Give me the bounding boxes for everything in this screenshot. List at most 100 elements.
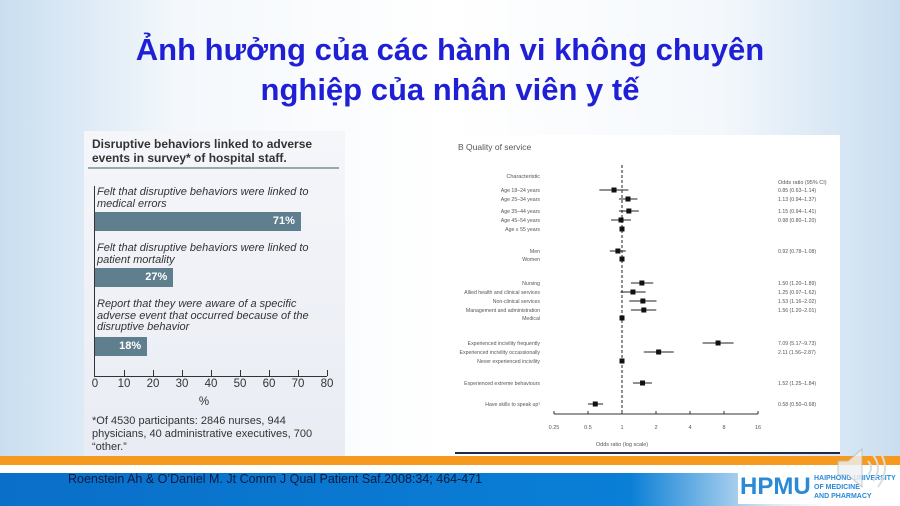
x-tick-label: 80 <box>320 378 334 390</box>
x-tick <box>298 370 299 376</box>
odds-ratio-value: 1.56 (1.20–2.01) <box>778 308 816 314</box>
x-tick-label: 0 <box>91 378 99 390</box>
row-label: Medical <box>522 316 540 322</box>
row-label: Women <box>522 257 540 263</box>
x-tick <box>182 370 183 376</box>
point-estimate <box>630 289 636 295</box>
point-estimate <box>640 298 646 304</box>
bar-2: 27% <box>95 268 174 287</box>
row-label: Age 18–24 years <box>501 188 541 194</box>
bar-3: 18% <box>95 337 148 356</box>
x-tick <box>211 370 212 376</box>
title-line-2: nghiệp của nhân viên y tế <box>260 72 640 107</box>
point-estimate <box>639 280 645 286</box>
x-tick <box>153 370 154 376</box>
point-estimate <box>619 256 625 262</box>
footnote: *Of 4530 participants: 2846 nurses, 944 … <box>92 415 313 453</box>
odds-ratio-value: 1.52 (1.25–1.84) <box>778 381 816 387</box>
forest-x-tick-label: 2 <box>654 425 657 431</box>
odds-ratio-value: 1.50 (1.20–1.89) <box>778 281 816 287</box>
row-label: Nursing <box>522 281 540 287</box>
odds-ratio-value: 2.11 (1.56–2.87) <box>778 350 816 356</box>
x-tick-label: 30 <box>175 378 189 390</box>
y-axis-line <box>94 186 95 377</box>
row-label: Experienced extreme behaviours <box>464 381 540 387</box>
x-tick <box>124 370 125 376</box>
point-estimate <box>592 401 598 407</box>
odds-ratio-value: 0.58 (0.50–0.68) <box>778 402 816 408</box>
x-tick-label: 20 <box>146 378 160 390</box>
forest-x-tick-label: 8 <box>722 425 725 431</box>
row-label: Men <box>530 249 540 255</box>
row-label: Age ≥ 55 years <box>505 227 540 233</box>
point-estimate <box>656 349 662 355</box>
point-estimate <box>626 208 632 214</box>
speaker-icon[interactable] <box>832 443 888 493</box>
characteristic-header: Characteristic <box>506 174 540 180</box>
white-stripe <box>0 465 900 473</box>
point-estimate <box>625 196 631 202</box>
x-axis-label: % <box>198 396 210 408</box>
bar-chart-title: Disruptive behaviors linked to adverse e… <box>92 137 313 165</box>
x-tick-label: 50 <box>233 378 247 390</box>
forest-plot-panel: B Quality of service Characteristic Odds… <box>455 135 840 454</box>
x-axis-line <box>94 376 327 377</box>
row-label: Age 45–54 years <box>501 218 541 224</box>
x-tick-label: 10 <box>117 378 131 390</box>
row-label: Never experienced incivility <box>477 359 540 365</box>
hpmu-logo: HPMU HAIPHONG UNIVERSITY OF MEDICINE AND… <box>738 470 900 504</box>
logo-line-2: OF MEDICINE <box>814 484 860 491</box>
odds-ratio-value: 0.85 (0.63–1.14) <box>778 188 816 194</box>
odds-ratio-value: 1.13 (0.94–1.37) <box>778 197 816 203</box>
forest-plot: B Quality of service Characteristic Odds… <box>458 142 827 448</box>
x-tick <box>327 370 328 376</box>
bar-label-2: Felt that disruptive behaviors were link… <box>97 242 309 266</box>
title-divider <box>88 167 339 169</box>
point-estimate <box>615 248 621 254</box>
row-label: Have skills to speak up¹ <box>485 402 540 408</box>
x-tick-label: 40 <box>204 378 218 390</box>
point-estimate <box>619 358 625 364</box>
x-tick <box>240 370 241 376</box>
odds-ratio-value: 0.92 (0.78–1.08) <box>778 249 816 255</box>
x-tick-label: 60 <box>262 378 276 390</box>
bar-label-3: Report that they were aware of a specifi… <box>97 298 309 333</box>
row-label: Experienced incivility occassionally <box>460 350 541 356</box>
x-tick-label: 70 <box>291 378 305 390</box>
row-label: Experienced incivility frequently <box>468 341 541 347</box>
orange-stripe <box>0 456 900 465</box>
bar-1: 71% <box>95 212 301 231</box>
forest-x-tick-label: 16 <box>755 425 761 431</box>
forest-title: B Quality of service <box>458 142 531 152</box>
row-label: Age 25–34 years <box>501 197 541 203</box>
point-estimate <box>619 226 625 232</box>
bar-chart-panel: Disruptive behaviors linked to adverse e… <box>84 131 345 456</box>
odds-ratio-value: 1.15 (0.94–1.41) <box>778 209 816 215</box>
point-estimate <box>611 187 617 193</box>
point-estimate <box>618 217 624 223</box>
forest-x-tick-label: 4 <box>688 425 691 431</box>
forest-x-axis-label: Odds ratio (log scale) <box>596 442 648 448</box>
forest-x-tick-label: 0.5 <box>584 425 592 431</box>
row-label: Non-clinical services <box>493 299 541 305</box>
forest-x-tick-label: 0.25 <box>549 425 560 431</box>
odds-ratio-value: 1.53 (1.16–2.02) <box>778 299 816 305</box>
logo-text: HPMU <box>740 473 811 500</box>
bar-label-1: Felt that disruptive behaviors were link… <box>97 186 309 210</box>
point-estimate <box>715 340 721 346</box>
citation: Roenstein Ah & O’Daniel M. Jt Comm J Qua… <box>68 472 483 486</box>
point-estimate <box>619 315 625 321</box>
row-label: Age 35–44 years <box>501 209 541 215</box>
x-tick <box>269 370 270 376</box>
odds-ratio-value: 7.09 (5.17–9.73) <box>778 341 816 347</box>
row-label: Allied health and clinical services <box>464 290 540 296</box>
title-line-1: Ảnh hưởng của các hành vi không chuyên <box>135 32 765 67</box>
odds-ratio-header: Odds ratio (95% CI) <box>778 180 827 186</box>
odds-ratio-value: 1.25 (0.97–1.62) <box>778 290 816 296</box>
logo-line-3: AND PHARMACY <box>814 493 872 500</box>
point-estimate <box>640 380 646 386</box>
row-label: Management and administration <box>466 308 540 314</box>
slide-title: Ảnh hưởng của các hành vi không chuyên n… <box>0 30 900 110</box>
odds-ratio-value: 0.98 (0.80–1.20) <box>778 218 816 224</box>
point-estimate <box>641 307 647 313</box>
